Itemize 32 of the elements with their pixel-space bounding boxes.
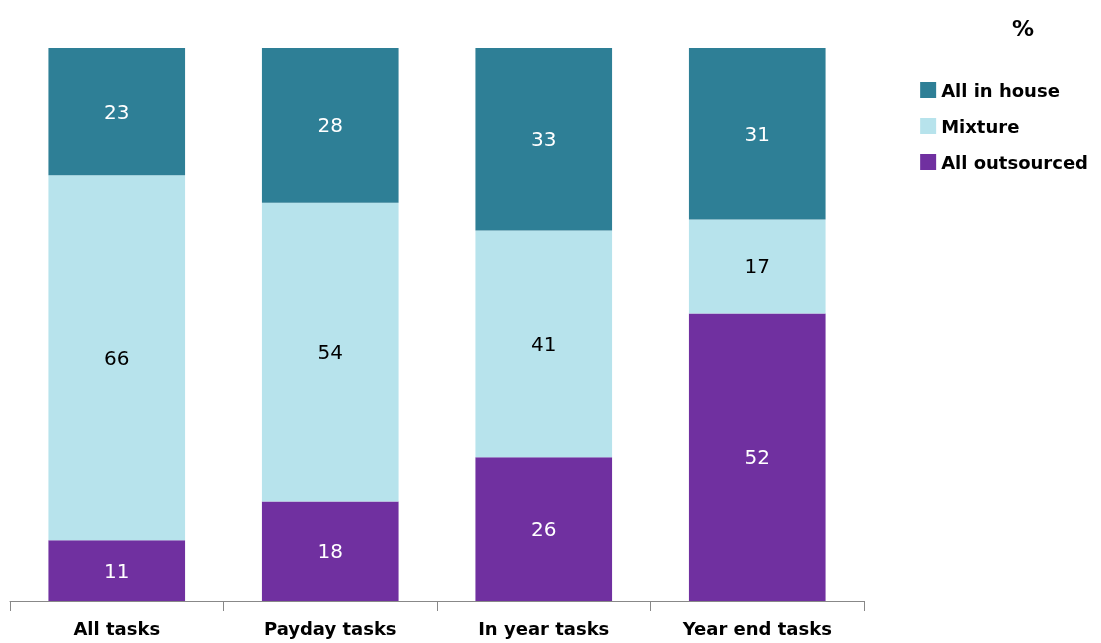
bar bbox=[688, 48, 826, 220]
bar bbox=[475, 457, 613, 601]
bar bbox=[261, 501, 399, 601]
data-label: 66 bbox=[104, 345, 130, 370]
data-label: 11 bbox=[104, 558, 130, 583]
bar bbox=[48, 48, 186, 176]
bar bbox=[261, 48, 399, 203]
x-tick-label: Year end tasks bbox=[681, 617, 832, 639]
legend-label: All in house bbox=[941, 79, 1060, 101]
data-label: 41 bbox=[531, 331, 557, 356]
data-label: 54 bbox=[317, 340, 343, 365]
bar bbox=[48, 540, 186, 601]
data-label: 52 bbox=[744, 445, 770, 470]
data-label: 33 bbox=[531, 127, 557, 152]
legend-label: All outsourced bbox=[941, 151, 1088, 173]
data-label: 18 bbox=[317, 539, 343, 564]
legend-label: Mixture bbox=[941, 115, 1020, 137]
data-label: 17 bbox=[744, 254, 770, 279]
bar bbox=[688, 313, 826, 601]
legend-title: % bbox=[1011, 15, 1034, 41]
data-label: 31 bbox=[744, 121, 770, 146]
bar bbox=[475, 230, 613, 458]
bar bbox=[48, 175, 186, 541]
x-tick-label: Payday tasks bbox=[263, 617, 397, 639]
x-tick-label: In year tasks bbox=[478, 617, 610, 639]
data-label: 28 bbox=[317, 113, 343, 138]
bar bbox=[261, 202, 399, 502]
data-label: 23 bbox=[104, 99, 130, 124]
bar bbox=[475, 48, 613, 231]
bar bbox=[688, 219, 826, 314]
x-tick-label: All tasks bbox=[73, 617, 161, 639]
data-label: 26 bbox=[531, 517, 557, 542]
